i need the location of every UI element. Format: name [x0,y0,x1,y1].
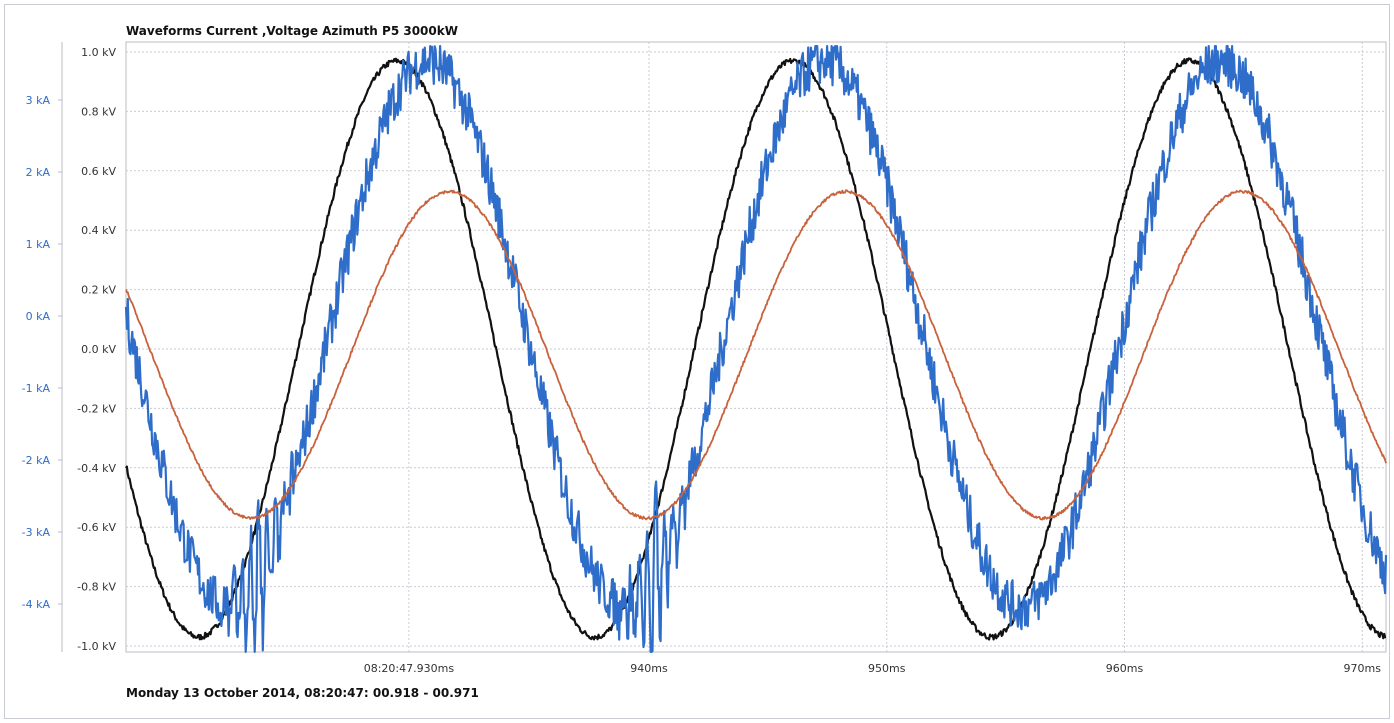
current-tick-label: 1 kA [26,238,51,251]
time-tick-label: 950ms [868,662,906,675]
current-tick-label: 2 kA [26,166,51,179]
current-tick-label: -1 kA [22,382,51,395]
voltage-tick-label: -0.6 kV [77,521,116,534]
voltage-tick-label: 0.6 kV [81,165,116,178]
plot-area [125,41,1387,653]
voltage-tick-label: 1.0 kV [81,46,116,59]
voltage-tick-label: -1.0 kV [77,640,116,653]
current-tick-label: 3 kA [26,94,51,107]
time-axis-ticks: 08:20:47.930ms 940ms 950ms 960ms 970ms [364,662,1381,675]
time-tick-label: 940ms [630,662,668,675]
voltage-tick-label: -0.4 kV [77,462,116,475]
time-tick-label: 970ms [1343,662,1381,675]
voltage-tick-label: -0.8 kV [77,581,116,594]
time-tick-label: 960ms [1106,662,1144,675]
voltage-axis-ticks: 1.0 kV 0.8 kV 0.6 kV 0.4 kV 0.2 kV 0.0 kV -0.2… [77,46,116,653]
current-tick-label: 0 kA [26,310,51,323]
chart-title: Waveforms Current ,Voltage Azimuth P5 30… [126,24,458,38]
voltage-tick-label: 0.8 kV [81,105,116,118]
time-range-footer: Monday 13 October 2014, 08:20:47: 00.918… [126,686,479,700]
series-line-1 [125,57,1387,641]
voltage-tick-label: 0.0 kV [81,343,116,356]
current-tick-label: -3 kA [22,526,51,539]
voltage-tick-label: 0.2 kV [81,284,116,297]
voltage-tick-label: 0.4 kV [81,224,116,237]
time-tick-label: 08:20:47.930ms [364,662,455,675]
current-tick-label: -2 kA [22,454,51,467]
series-line-3 [125,189,1387,521]
voltage-tick-label: -0.2 kV [77,402,116,415]
current-tick-label: -4 kA [22,598,51,611]
current-axis-ticks: 3 kA 2 kA 1 kA 0 kA -1 kA -2 kA -3 kA -4 kA [22,42,63,652]
series-line-2 [124,45,1388,653]
series-group [124,45,1388,653]
